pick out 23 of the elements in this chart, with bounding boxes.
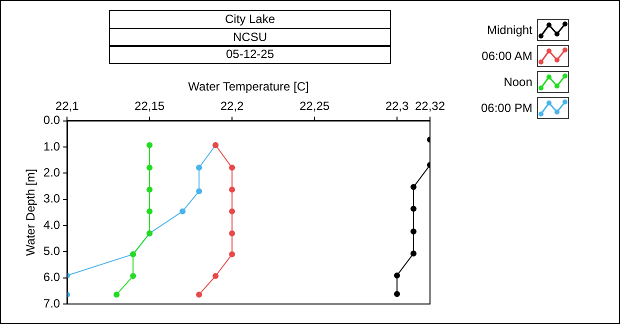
legend-label: 06:00 PM: [481, 101, 532, 115]
y-tick-label: 7.0: [43, 296, 60, 310]
x-tick-label: 22,32: [414, 98, 446, 113]
y-tick-label: 6.0: [43, 270, 60, 284]
chart-title: City Lake: [109, 10, 391, 29]
y-tick-label: 4.0: [43, 218, 60, 232]
x-axis-title: Water Temperature [C]: [188, 80, 309, 94]
y-tick-label: 5.0: [43, 244, 60, 258]
y-tick-label: 0.0: [43, 113, 60, 128]
x-tick-label: 22,2: [220, 98, 244, 113]
y-tick-label: 2.0: [43, 165, 60, 180]
y-axis-title: Water Depth [m]: [24, 168, 38, 256]
legend-label: Midnight: [487, 23, 532, 37]
chart-subtitle: NCSU: [109, 28, 391, 46]
y-tick-label: 1.0: [43, 139, 60, 154]
x-tick-label: 22,3: [385, 98, 410, 113]
y-tick-label: 3.0: [43, 192, 60, 206]
x-tick-label: 22,15: [134, 98, 165, 113]
legend-label: Noon: [504, 75, 532, 89]
legend-label: 06:00 AM: [482, 49, 532, 63]
x-tick-label: 22,1: [55, 98, 80, 113]
x-tick-label: 22,25: [300, 98, 330, 113]
text: 05-12-25: [109, 45, 391, 64]
